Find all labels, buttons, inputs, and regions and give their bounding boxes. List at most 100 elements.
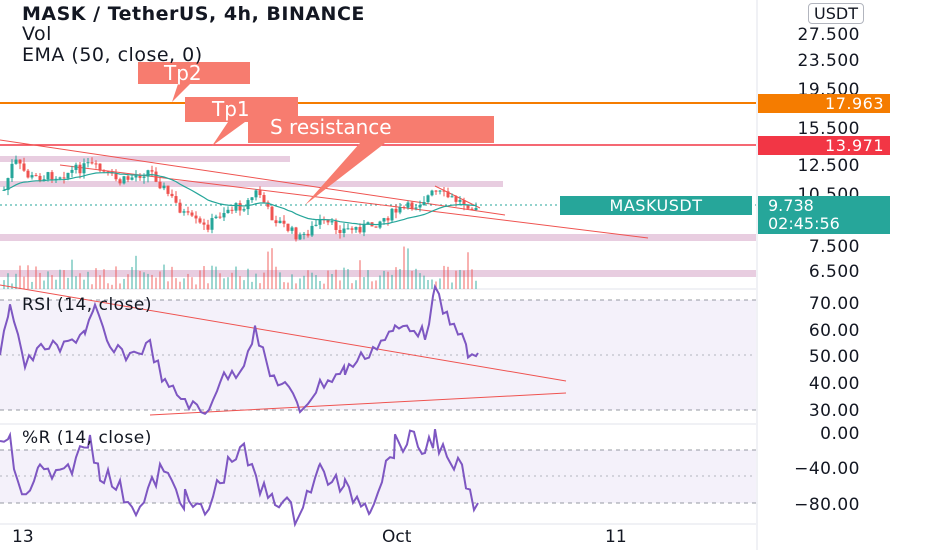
candle-body xyxy=(194,215,198,219)
rsi-lower-trendline[interactable] xyxy=(149,392,567,416)
candle-body xyxy=(198,218,202,223)
candle-body xyxy=(202,222,206,225)
volume-bar xyxy=(459,269,461,289)
tp1-callout-text: Tp1 xyxy=(211,97,250,121)
currency-badge[interactable]: USDT xyxy=(808,3,864,24)
price-tick: 7.500 xyxy=(808,237,860,257)
price-tick: 23.500 xyxy=(797,51,860,71)
volume-bar xyxy=(435,281,437,289)
candle-body xyxy=(278,220,282,224)
volume-bar xyxy=(283,282,285,289)
volume-bar xyxy=(91,284,93,289)
candle-body xyxy=(58,177,62,179)
candle-body xyxy=(458,200,462,202)
willr-tick: −80.00 xyxy=(794,495,860,515)
volume-bar xyxy=(267,251,269,289)
volume-legend[interactable]: Vol xyxy=(22,23,52,45)
candle-body xyxy=(366,222,370,225)
volume-bar xyxy=(375,280,377,289)
candle-body xyxy=(94,163,98,165)
candle-body xyxy=(374,226,378,228)
tp1-callout[interactable]: Tp1 xyxy=(185,97,298,146)
rsi-line xyxy=(0,283,479,415)
willr-legend[interactable]: %R (14, close) xyxy=(22,428,152,448)
volume-bar xyxy=(251,281,253,289)
volume-bar xyxy=(79,273,81,289)
bar-countdown: 02:45:56 xyxy=(768,214,840,233)
last-price-value: 9.738 xyxy=(768,196,814,215)
candle-body xyxy=(150,170,154,172)
resistance-callout-text: S resistance xyxy=(270,115,392,139)
candle-body xyxy=(142,176,146,178)
volume-bar xyxy=(419,273,421,289)
volume-bar xyxy=(327,270,329,289)
candle-body xyxy=(234,203,238,211)
candle-body xyxy=(74,164,78,170)
volume-bar xyxy=(155,277,157,289)
candle-body xyxy=(174,196,178,203)
tp2-price-tag: 17.963 xyxy=(758,94,890,113)
volume-bar xyxy=(363,277,365,289)
candle-body xyxy=(226,209,230,213)
volume-bar xyxy=(131,267,133,289)
candle-body xyxy=(398,207,402,213)
tp2-callout[interactable]: Tp2 xyxy=(138,61,250,102)
volume-bar xyxy=(31,281,33,289)
volume-bar xyxy=(323,283,325,289)
volume-bar xyxy=(319,280,321,289)
candle-body xyxy=(442,190,446,192)
volume-bar xyxy=(75,276,77,289)
candle-body xyxy=(62,177,66,179)
candle-body xyxy=(282,220,286,224)
lower-trendline[interactable] xyxy=(59,164,649,239)
rsi-tick: 30.00 xyxy=(808,401,860,421)
resistance-callout[interactable]: S resistance xyxy=(248,115,494,205)
volume-bar xyxy=(467,252,469,289)
volume-bar xyxy=(3,280,5,289)
candle-body xyxy=(98,163,102,171)
candle-body xyxy=(422,202,426,206)
rsi-upper-trendline[interactable] xyxy=(0,284,567,382)
zone-band xyxy=(0,156,290,162)
rsi-tick: 60.00 xyxy=(808,321,860,341)
candle-body xyxy=(426,195,430,203)
symbol-name-tag: MASKUSDT xyxy=(560,196,752,215)
price-tick: 27.500 xyxy=(797,25,860,45)
candle-body xyxy=(242,209,246,211)
candle-body xyxy=(362,224,366,233)
volume-bar xyxy=(195,284,197,289)
volume-bar xyxy=(351,283,353,289)
volume-bar xyxy=(211,265,213,289)
candle-body xyxy=(386,218,390,221)
volume-bar xyxy=(143,272,145,289)
symbol-title[interactable]: MASK / TetherUS, 4h, BINANCE xyxy=(22,3,365,25)
candle-body xyxy=(66,172,70,179)
volume-bar xyxy=(59,269,61,289)
volume-bar xyxy=(207,283,209,289)
volume-bar xyxy=(379,275,381,289)
candle-body xyxy=(454,196,458,202)
candle-body xyxy=(106,171,110,173)
volume-bar xyxy=(219,273,221,289)
volume-bar xyxy=(23,276,25,289)
candle-body xyxy=(306,233,310,236)
volume-bar xyxy=(135,255,137,289)
volume-bar xyxy=(303,275,305,289)
volume-bar xyxy=(255,273,257,289)
willr-line xyxy=(0,429,479,528)
candle-body xyxy=(434,190,438,192)
willr-tick: −40.00 xyxy=(794,459,860,479)
volume-bar xyxy=(335,269,337,289)
candle-body xyxy=(262,195,266,203)
candle-body xyxy=(86,162,90,164)
volume-bar xyxy=(159,271,161,289)
candle-body xyxy=(30,175,34,178)
rsi-legend[interactable]: RSI (14, close) xyxy=(22,295,153,315)
resistance-trendline[interactable] xyxy=(0,139,506,216)
candle-body xyxy=(446,191,450,198)
ema-legend[interactable]: EMA (50, close, 0) xyxy=(22,44,203,66)
candle-body xyxy=(342,228,346,234)
volume-bar xyxy=(311,272,313,289)
candle-body xyxy=(162,185,166,189)
